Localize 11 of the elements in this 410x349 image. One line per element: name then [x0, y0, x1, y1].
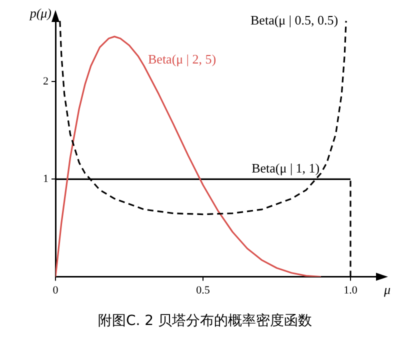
x-tick-label: 0	[52, 284, 59, 296]
x-axis-title: μ	[383, 282, 391, 298]
y-tick-label: 2	[43, 75, 48, 88]
series-label: Beta(μ | 1, 1)	[252, 160, 320, 176]
text: 附图C. 2 贝塔分布的概率密度函数	[96, 312, 314, 330]
series-label: Beta(μ | 2, 5)	[148, 51, 216, 66]
x-tick-label: 1.0	[344, 284, 358, 296]
y-tick-label: 1	[43, 173, 48, 186]
y-axis-title: p(μ)	[28, 5, 52, 20]
series-label: Beta(μ | 0.5, 0.5)	[250, 12, 338, 28]
x-tick-label: 0.5	[196, 284, 210, 296]
